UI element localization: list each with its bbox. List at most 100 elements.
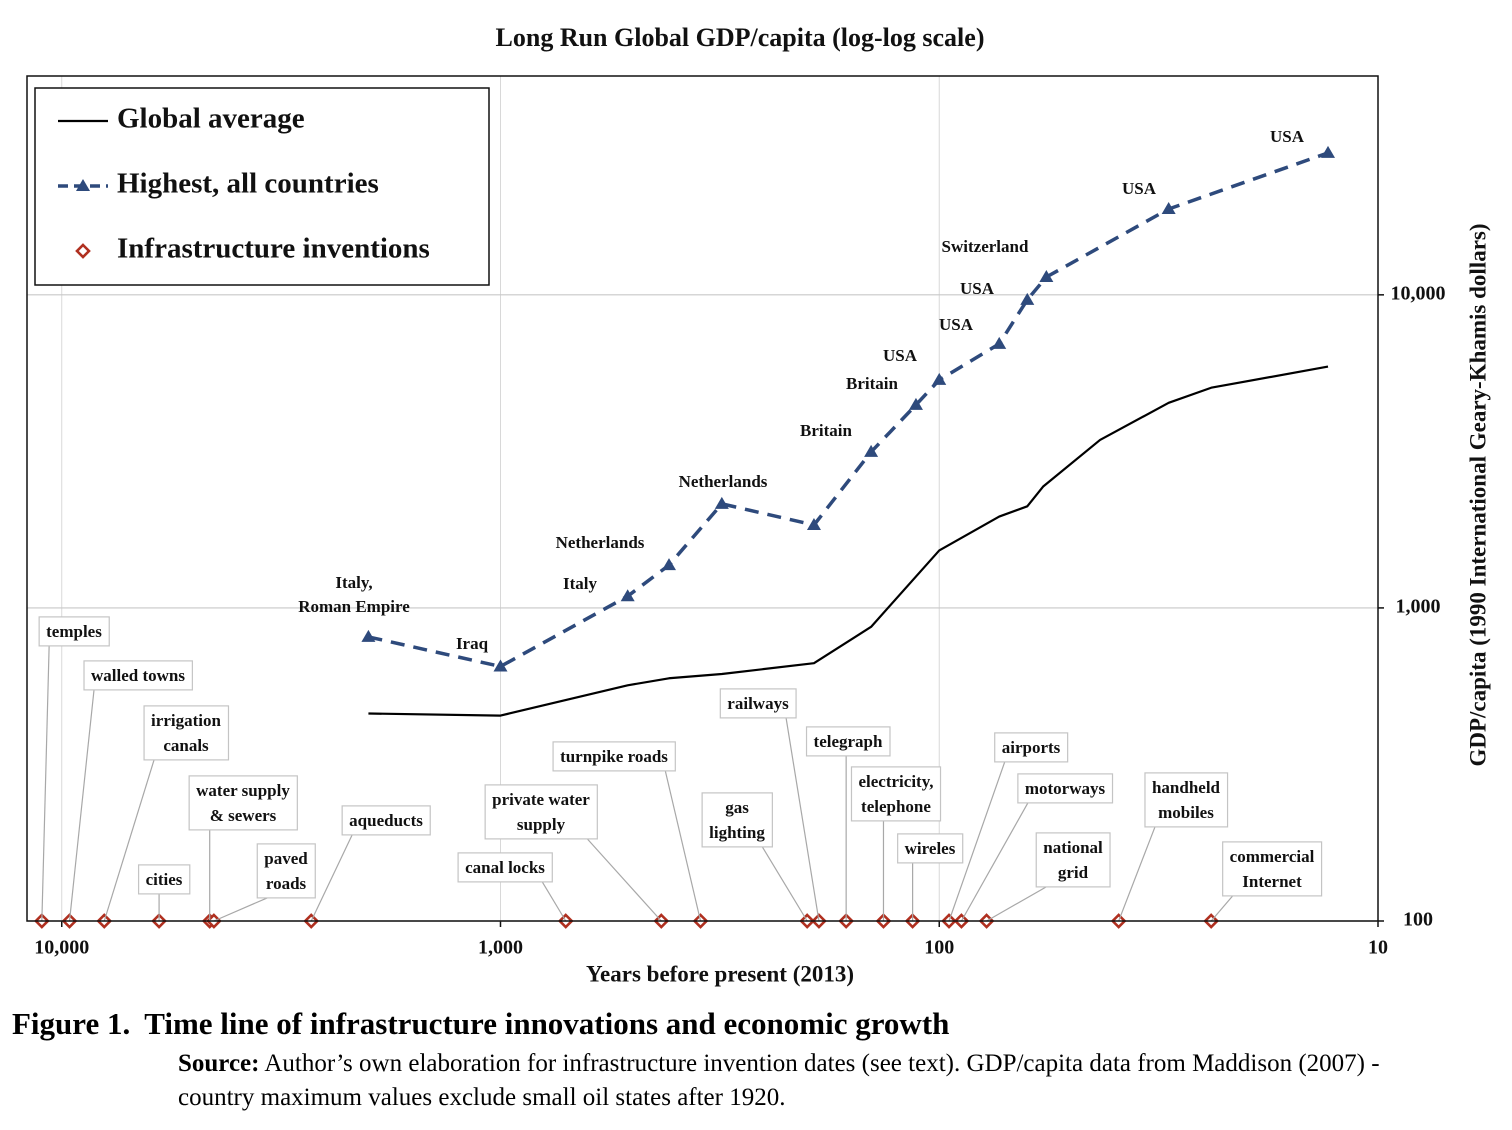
label-box bbox=[1017, 773, 1114, 804]
leader-line bbox=[1210, 895, 1234, 922]
label-box bbox=[897, 833, 964, 864]
y-tick-label: 10,000 bbox=[1391, 282, 1446, 304]
leader-line bbox=[541, 881, 567, 922]
invention-label: supply bbox=[517, 815, 566, 834]
leader-line bbox=[68, 689, 95, 922]
point-label: Italy bbox=[563, 574, 598, 593]
data-point bbox=[806, 518, 821, 531]
point-label: Netherlands bbox=[556, 533, 645, 552]
point-label: USA bbox=[1270, 127, 1305, 146]
invention-label: wireles bbox=[905, 839, 956, 858]
invention-label: lighting bbox=[709, 823, 765, 842]
x-tick-label: 1,000 bbox=[478, 937, 523, 959]
invention-label: gas bbox=[725, 798, 749, 817]
point-label: Roman Empire bbox=[298, 597, 410, 616]
leader-line bbox=[785, 717, 820, 922]
invention-label: telegraph bbox=[814, 732, 883, 751]
point-label: Netherlands bbox=[679, 472, 768, 491]
y-tick-label: 100 bbox=[1403, 909, 1433, 931]
leader-line bbox=[213, 897, 268, 922]
leader-line bbox=[948, 761, 1006, 922]
point-label: USA bbox=[883, 346, 918, 365]
data-point bbox=[864, 444, 879, 457]
invention-label: grid bbox=[1058, 863, 1089, 882]
source-label: Source: bbox=[178, 1050, 260, 1077]
label-box bbox=[805, 726, 891, 757]
leader-line bbox=[1118, 826, 1156, 922]
legend-label: Highest, all countries bbox=[117, 168, 379, 200]
invention-label: & sewers bbox=[210, 806, 277, 825]
leader-line bbox=[664, 770, 702, 922]
invention-label: irrigation bbox=[151, 711, 221, 730]
invention-label: walled towns bbox=[91, 666, 185, 685]
data-point bbox=[992, 336, 1007, 349]
invention-label: electricity, bbox=[858, 772, 933, 791]
legend-marker bbox=[75, 243, 91, 259]
chart: Long Run Global GDP/capita (log-log scal… bbox=[26, 23, 1490, 986]
invention-label: temples bbox=[46, 622, 102, 641]
figure-caption: Figure 1. Time line of infrastructure inn… bbox=[12, 1006, 949, 1042]
x-tick-label: 10 bbox=[1368, 937, 1388, 959]
point-label: Italy, bbox=[335, 573, 372, 592]
x-tick-label: 100 bbox=[924, 937, 954, 959]
data-point bbox=[714, 496, 729, 509]
label-box bbox=[1035, 832, 1111, 888]
invention-label: motorways bbox=[1025, 779, 1106, 798]
leader-line bbox=[103, 759, 155, 922]
invention-label: handheld bbox=[1152, 778, 1221, 797]
label-box bbox=[994, 732, 1069, 763]
invention-label: aqueducts bbox=[349, 811, 423, 830]
legend: Global average Highest, all countries Infr… bbox=[34, 87, 490, 286]
leader-line bbox=[960, 802, 1029, 922]
invention-label: paved bbox=[264, 849, 308, 868]
x-axis-label: Years before present (2013) bbox=[586, 961, 854, 986]
x-tick-label: 10,000 bbox=[34, 937, 89, 959]
data-point bbox=[1020, 292, 1035, 305]
label-box bbox=[1222, 841, 1323, 897]
figure-label: Figure 1. bbox=[12, 1006, 131, 1041]
legend-marker bbox=[76, 179, 90, 191]
label-box bbox=[38, 616, 110, 647]
data-point bbox=[932, 372, 947, 385]
invention-label: mobiles bbox=[1158, 803, 1214, 822]
label-box bbox=[484, 784, 598, 840]
chart-title: Long Run Global GDP/capita (log-log scal… bbox=[496, 23, 985, 52]
label-box bbox=[256, 843, 316, 899]
data-point bbox=[493, 659, 508, 672]
label-box bbox=[83, 660, 193, 691]
point-label: USA bbox=[960, 279, 995, 298]
legend-label: Global average bbox=[117, 103, 305, 135]
data-point bbox=[1161, 202, 1176, 215]
invention-label: cities bbox=[146, 870, 183, 889]
leader-line bbox=[310, 834, 353, 922]
series-line bbox=[368, 151, 1329, 669]
source-text: Author’s own elaboration for infrastruct… bbox=[178, 1050, 1380, 1111]
invention-label: private water bbox=[492, 790, 590, 809]
invention-label: national bbox=[1043, 838, 1103, 857]
label-box bbox=[457, 852, 553, 883]
leader-line bbox=[761, 846, 808, 922]
figure-source: Source: Author’s own elaboration for inf… bbox=[178, 1047, 1418, 1115]
y-axis-label: GDP/capita (1990 International Geary-Kha… bbox=[1465, 223, 1490, 766]
legend-box bbox=[34, 87, 490, 286]
label-box bbox=[137, 864, 191, 895]
invention-label: Internet bbox=[1242, 872, 1302, 891]
data-point bbox=[361, 629, 376, 642]
label-box bbox=[850, 766, 942, 822]
data-point bbox=[620, 589, 635, 602]
label-box bbox=[143, 705, 230, 761]
invention-label: airports bbox=[1002, 738, 1061, 757]
invention-label: roads bbox=[266, 874, 307, 893]
data-point bbox=[661, 558, 676, 571]
label-box bbox=[341, 805, 431, 836]
data-point bbox=[1039, 270, 1054, 283]
point-label: Iraq bbox=[456, 634, 489, 653]
legend-label: Infrastructure inventions bbox=[117, 233, 430, 265]
label-box bbox=[552, 741, 676, 772]
label-layer: Italy, Roman Empire Iraq Italy Netherlands Ne… bbox=[38, 127, 1323, 922]
invention-label: commercial bbox=[1230, 847, 1315, 866]
invention-label: railways bbox=[727, 694, 789, 713]
invention-label: canal locks bbox=[465, 858, 545, 877]
point-label: Switzerland bbox=[942, 237, 1029, 256]
